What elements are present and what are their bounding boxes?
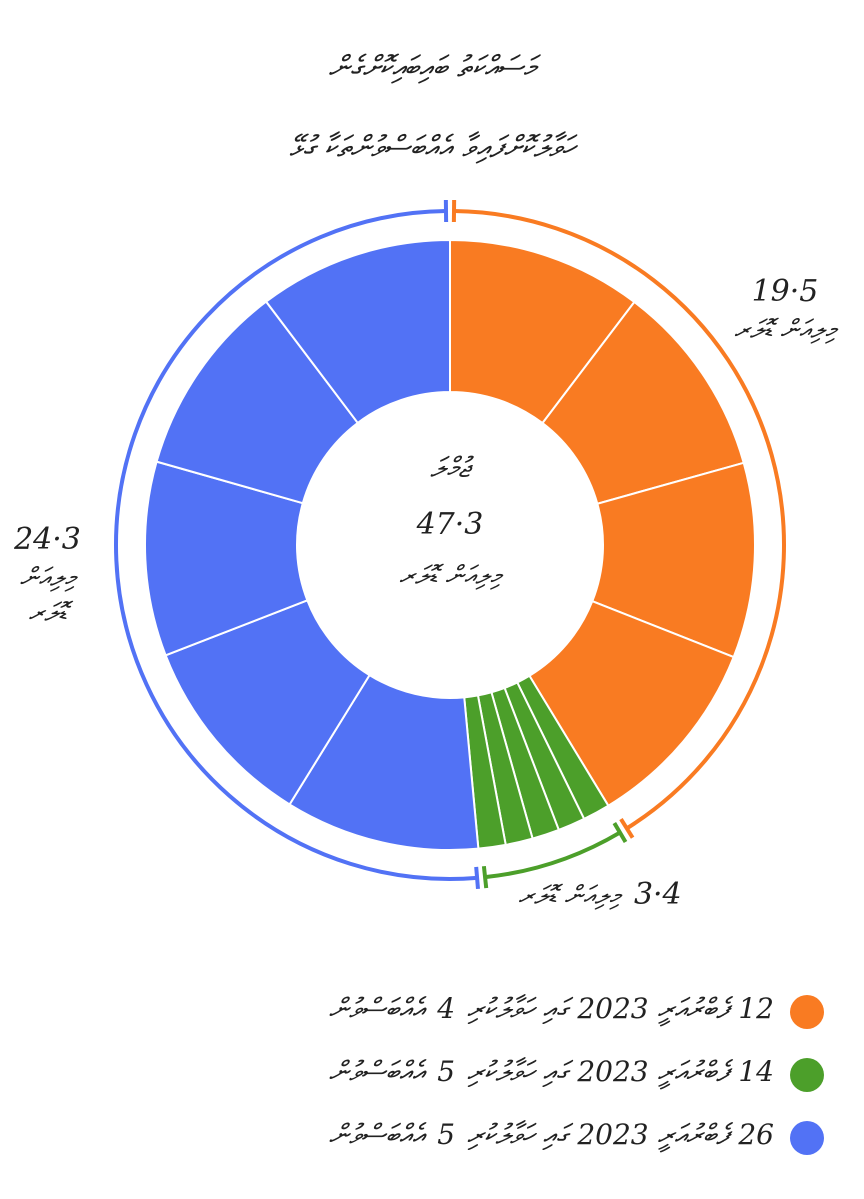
legend-count: 5 — [437, 1055, 456, 1088]
value-label-group: 24·3 މިލިއަން ޑޮލަރ — [0, 520, 95, 631]
value-unit: މިލިއަން ޑޮލަރ — [734, 314, 836, 345]
legend-marker — [790, 1121, 824, 1155]
legend-noun: އެއްބަސްވުން — [328, 1118, 426, 1151]
value-label-group: 19·5 މިލިއަން ޑޮލަރ — [730, 272, 840, 348]
center-value: 47·3 — [416, 507, 484, 542]
legend-noun: އެއްބަސްވުން — [328, 1055, 426, 1088]
group-bracket — [114, 209, 478, 881]
group-bracket — [484, 830, 621, 880]
legend-date: 26 ފެބްރުއަރީ 2023 ގައި ހަވާލުކުރި — [467, 1118, 774, 1151]
bracket-tick — [481, 866, 489, 889]
value-unit: މިލިއަން ޑޮލަރ — [518, 881, 620, 911]
legend-count: 4 — [437, 992, 456, 1025]
legend-date: 14 ފެބްރުއަރީ 2023 ގައި ހަވާލުކުރި — [467, 1055, 774, 1088]
value-label: 19·5 — [751, 274, 819, 309]
value-unit: މިލިއަން ޑޮލަރ — [19, 562, 76, 628]
value-label: 24·3 — [14, 522, 81, 557]
legend-entry: 26 ފެބްރުއަރީ 2023 ގައި ހަވާލުކުރި 5 އެއްބ… — [317, 1118, 774, 1152]
legend-marker — [790, 995, 824, 1029]
donut-hole — [298, 393, 602, 697]
bracket-tick — [612, 822, 628, 844]
center-title: ޖުމްލަ — [430, 451, 470, 484]
bracket-tick — [474, 866, 480, 890]
legend-count: 5 — [437, 1118, 456, 1151]
legend-entry: 14 ފެބްރުއަރީ 2023 ގައި ހަވާލުކުރި 5 އެއްބ… — [317, 1055, 774, 1089]
legend-noun: އެއްބަސްވުން — [328, 992, 426, 1025]
center-unit: މިލިއަން ޑޮލަރ — [399, 561, 501, 591]
value-label: 3·4 — [633, 877, 682, 912]
donut-slice — [264, 238, 451, 425]
legend-marker — [790, 1058, 824, 1092]
chart-title: މަސައްކަތު ބައިބައިކޮށްގެން — [328, 50, 536, 85]
legend-date: 12 ފެބްރުއަރީ 2023 ގައި ހަވާލުކުރި — [467, 992, 774, 1025]
group-bracket — [453, 209, 786, 831]
chart-subtitle: ހަވާލުކޮށްފައިވާ އެއްބަސްވުންތަކާ ގުޅޭ — [289, 130, 575, 165]
legend-entry: 12 ފެބްރުއަރީ 2023 ގައި ހަވާލުކުރި 4 އެއްބ… — [317, 992, 774, 1026]
value-label-group: 3·4 މިލިއަން ޑޮލަރ — [500, 875, 700, 916]
bracket-tick — [619, 817, 635, 839]
